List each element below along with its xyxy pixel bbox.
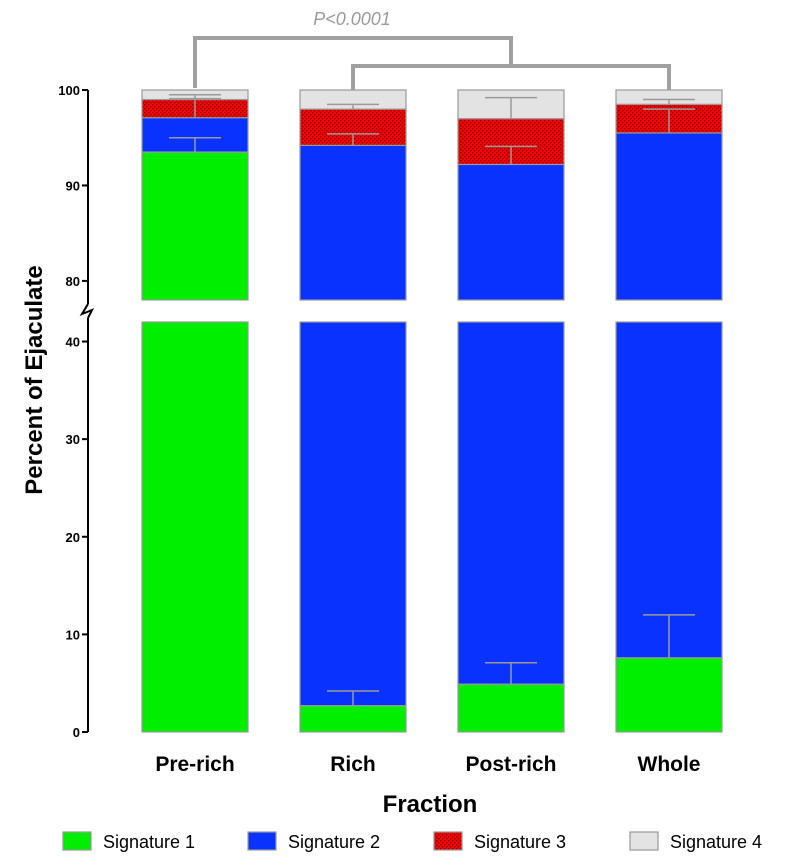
x-tick-label-post-rich: Post-rich: [465, 753, 556, 776]
y-tick-label-90: 90: [66, 178, 80, 193]
y-tick-label-10: 10: [66, 627, 80, 642]
legend-label-sig1: Signature 1: [103, 832, 195, 852]
legend-swatch-sig1: [62, 831, 92, 851]
y-tick-label-0: 0: [73, 725, 80, 740]
bar-whole-sig2-lower: [615, 321, 723, 659]
legend-swatch-sig3: [433, 831, 463, 851]
legend-label-sig2: Signature 2: [288, 832, 380, 852]
bar-post-rich-sig1-lower: [457, 683, 565, 733]
bar-whole-sig1-lower: [615, 657, 723, 733]
bar-post-rich-sig2-upper: [457, 163, 565, 301]
y-tick-label-40: 40: [66, 335, 80, 350]
x-axis-title: Fraction: [383, 791, 478, 818]
y-axis-title: Percent of Ejaculate: [21, 265, 48, 494]
bar-post-rich-sig2-lower: [457, 321, 565, 685]
bars: [141, 89, 723, 733]
x-tick-label-pre-rich: Pre-rich: [155, 753, 234, 776]
legend-label-sig4: Signature 4: [670, 832, 762, 852]
legend-swatch-sig4: [629, 831, 659, 851]
legend-swatch-sig2: [247, 831, 277, 851]
bar-rich-sig1-lower: [299, 705, 407, 733]
y-tick-label-30: 30: [66, 432, 80, 447]
bracket-prerich-vs-group: [193, 36, 513, 88]
legend-label-sig3: Signature 3: [474, 832, 566, 852]
bar-rich-sig2-upper: [299, 144, 407, 301]
bracket-rich-whole: [351, 64, 671, 90]
y-tick-label-100: 100: [58, 83, 80, 98]
x-tick-labels: Pre-rich Rich Post-rich Whole: [155, 753, 700, 776]
bar-whole-sig2-upper: [615, 132, 723, 301]
significance-brackets: [193, 36, 671, 90]
y-axis: 0 10 20 30 40 80 90 100: [58, 83, 95, 740]
y-tick-label-80: 80: [66, 274, 80, 289]
legend: Signature 1 Signature 2 Signature 3 Signatu…: [62, 831, 762, 852]
bar-pre-rich-sig1-lower: [141, 321, 249, 733]
bar-pre-rich-sig1-upper: [141, 151, 249, 301]
axis-break-mark: [79, 303, 95, 319]
x-tick-label-rich: Rich: [330, 753, 376, 776]
error-bars: [169, 94, 695, 706]
x-tick-label-whole: Whole: [638, 753, 701, 776]
y-tick-label-20: 20: [66, 530, 80, 545]
significance-label: P<0.0001: [313, 9, 391, 29]
bar-rich-sig2-lower: [299, 321, 407, 707]
